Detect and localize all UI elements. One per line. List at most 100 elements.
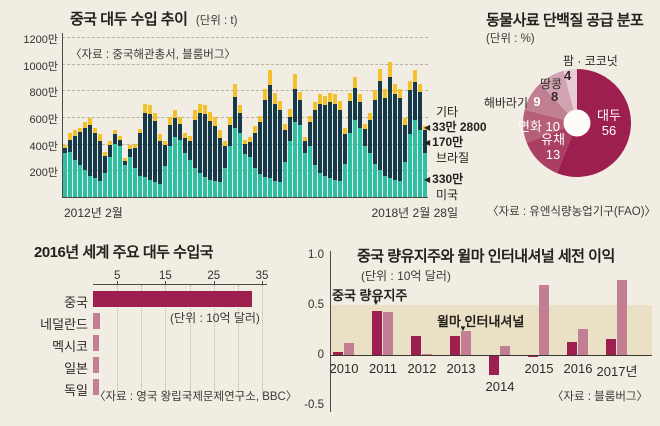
bar-segment bbox=[243, 154, 247, 197]
profit-bar bbox=[333, 352, 343, 355]
bar-segment bbox=[403, 125, 407, 163]
legend-brazil-value: 170만 bbox=[432, 135, 464, 149]
bar-segment bbox=[118, 135, 122, 140]
stacked-month-bar bbox=[373, 90, 377, 197]
left-arrow-icon: ◀ bbox=[424, 122, 431, 132]
stacked-month-bar bbox=[243, 139, 247, 197]
bar-segment bbox=[173, 118, 177, 137]
importers-chart-source: 〈자료 : 영국 왕립국제문제연구소, BBC〉 bbox=[94, 391, 298, 403]
pie-chart-unit: (단위 : %) bbox=[486, 33, 535, 45]
bar-segment bbox=[293, 74, 297, 89]
bar-segment bbox=[303, 137, 307, 141]
profit-bar bbox=[461, 331, 471, 355]
bar-segment bbox=[83, 170, 87, 197]
bar-segment bbox=[253, 167, 257, 197]
gridline bbox=[213, 285, 215, 397]
profit-chart-source: 〈자료 : 블룸버그〉 bbox=[551, 391, 648, 403]
bar-segment bbox=[353, 77, 357, 88]
bar-segment bbox=[213, 126, 217, 181]
stacked-month-bar bbox=[343, 127, 347, 197]
gridline bbox=[141, 285, 143, 397]
bar-segment bbox=[198, 173, 202, 197]
bar-segment bbox=[288, 141, 292, 197]
bar-segment bbox=[68, 139, 72, 152]
profit-bar bbox=[372, 311, 382, 355]
bar-segment bbox=[348, 93, 352, 101]
bar-segment bbox=[383, 175, 387, 197]
bar-segment bbox=[273, 180, 277, 197]
stacked-month-bar bbox=[193, 110, 197, 197]
bar-segment bbox=[268, 178, 272, 197]
stacked-month-bar bbox=[413, 70, 417, 197]
legend-us-value: 330만 bbox=[432, 172, 464, 186]
bar-segment bbox=[233, 127, 237, 197]
stacked-month-bar bbox=[323, 95, 327, 197]
bar-segment bbox=[63, 152, 67, 197]
stacked-month-bar bbox=[148, 105, 152, 197]
year-label: 2017년 bbox=[596, 364, 638, 379]
bar-segment bbox=[323, 105, 327, 176]
bar-segment bbox=[203, 105, 207, 115]
legend-other-label: 기타 bbox=[436, 105, 459, 119]
bar-segment bbox=[63, 147, 67, 153]
bar-segment bbox=[363, 123, 367, 129]
bar-segment bbox=[258, 174, 262, 197]
bar-segment bbox=[208, 111, 212, 121]
bar-segment bbox=[173, 137, 177, 197]
pie-slice bbox=[523, 109, 577, 143]
bar-segment bbox=[73, 159, 77, 197]
stacked-month-bar bbox=[88, 118, 92, 197]
bar-segment bbox=[153, 182, 157, 197]
bar-segment bbox=[413, 82, 417, 120]
stacked-month-bar bbox=[273, 93, 277, 197]
bar-segment bbox=[183, 133, 187, 139]
stacked-month-bar bbox=[398, 89, 402, 197]
bar-segment bbox=[133, 147, 137, 168]
profit-x-axis-line bbox=[330, 354, 652, 356]
bar-segment bbox=[98, 141, 102, 181]
stacked-month-bar bbox=[308, 115, 312, 197]
stacked-month-bar bbox=[378, 69, 382, 197]
importer-bar bbox=[93, 291, 253, 307]
bar-segment bbox=[188, 159, 192, 197]
bar-segment bbox=[113, 134, 117, 144]
stacked-month-bar bbox=[188, 135, 192, 197]
bar-segment bbox=[253, 133, 257, 168]
bar-segment bbox=[88, 175, 92, 197]
bar-segment bbox=[298, 99, 302, 125]
stacked-month-bar bbox=[153, 113, 157, 197]
down-arrow-icon: ▼ bbox=[372, 298, 380, 307]
bar-segment bbox=[418, 130, 422, 197]
stacked-month-bar bbox=[388, 62, 392, 197]
bar-segment bbox=[353, 87, 357, 120]
bar-segment bbox=[338, 101, 342, 111]
legend-us-label: 미국 bbox=[436, 187, 459, 202]
stacked-month-bar bbox=[218, 130, 222, 197]
bar-segment bbox=[143, 113, 147, 177]
bar-segment bbox=[98, 134, 102, 141]
stacked-month-bar bbox=[333, 94, 337, 197]
bar-segment bbox=[293, 89, 297, 123]
x-axis-tick-label: 35 bbox=[255, 270, 269, 282]
bar-segment bbox=[413, 70, 417, 83]
pie-slice-value: 10 bbox=[545, 119, 560, 134]
bar-segment bbox=[273, 103, 277, 181]
stacked-month-bar bbox=[233, 83, 237, 197]
stacked-month-bar bbox=[423, 125, 427, 197]
bar-segment bbox=[363, 146, 367, 197]
profit-bar bbox=[383, 312, 393, 355]
gridline bbox=[62, 116, 428, 118]
stacked-month-bar bbox=[228, 117, 232, 197]
y-axis-tick-label: 600만 bbox=[29, 113, 58, 126]
bar-segment bbox=[323, 95, 327, 105]
imports-stacked-bars bbox=[63, 37, 428, 197]
bar-segment bbox=[238, 133, 242, 197]
profit-bar bbox=[344, 343, 354, 355]
importer-category-label: 멕시코 bbox=[52, 339, 88, 354]
bar-segment bbox=[333, 179, 337, 197]
bar-segment bbox=[223, 141, 227, 147]
bar-segment bbox=[93, 133, 97, 179]
bar-segment bbox=[103, 155, 107, 173]
pie-slice-value: 56 bbox=[601, 123, 617, 138]
bar-segment bbox=[183, 152, 187, 197]
